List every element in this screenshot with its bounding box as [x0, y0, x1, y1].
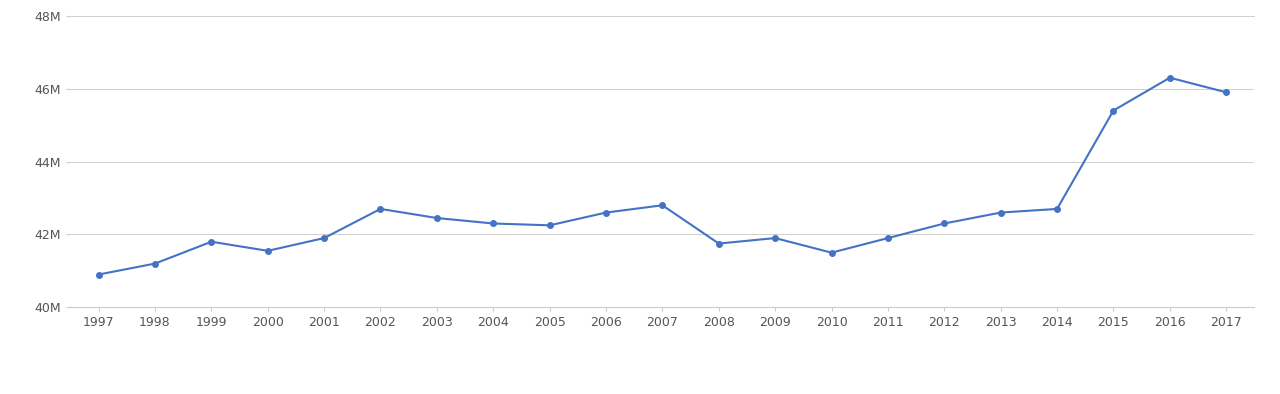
Número Mundial: [204, 239, 219, 244]
Número Mundial: [881, 236, 896, 240]
Line: Número Mundial: Número Mundial: [96, 75, 1229, 277]
Número Mundial: [1050, 206, 1065, 211]
Número Mundial: [541, 223, 557, 228]
Número Mundial: [316, 236, 332, 240]
Número Mundial: [372, 206, 388, 211]
Número Mundial: [91, 272, 106, 277]
Número Mundial: [1162, 75, 1178, 80]
Número Mundial: [824, 250, 840, 255]
Número Mundial: [768, 236, 783, 240]
Número Mundial: [485, 221, 500, 226]
Número Mundial: [937, 221, 952, 226]
Número Mundial: [654, 203, 669, 208]
Número Mundial: [1219, 90, 1234, 95]
Número Mundial: [147, 261, 163, 266]
Número Mundial: [712, 241, 727, 246]
Número Mundial: [993, 210, 1009, 215]
Número Mundial: [260, 249, 275, 253]
Número Mundial: [598, 210, 613, 215]
Número Mundial: [1106, 108, 1121, 113]
Número Mundial: [429, 216, 444, 220]
